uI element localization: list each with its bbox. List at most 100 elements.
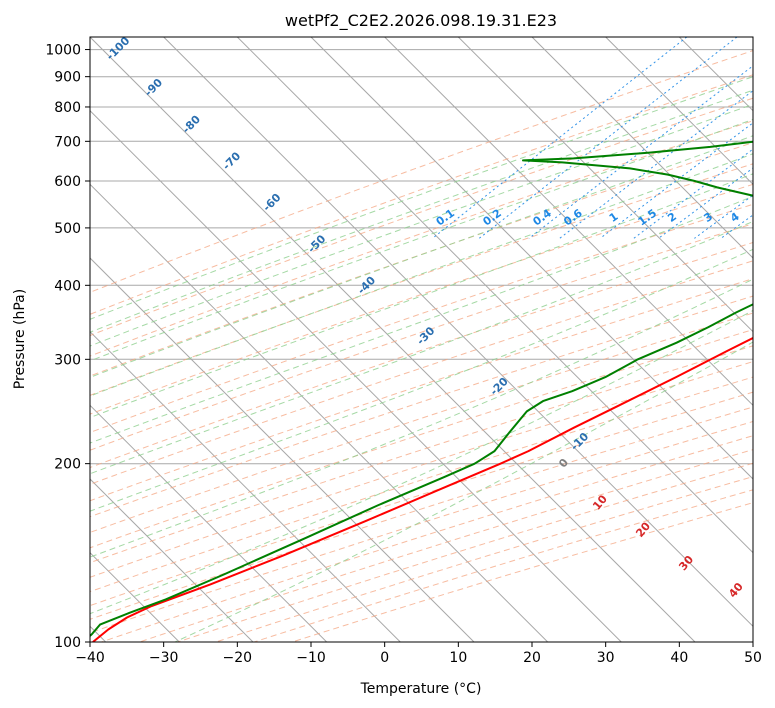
dry-adiabat-line bbox=[90, 345, 753, 564]
dry-adiabat-line bbox=[90, 329, 753, 549]
moist-adiabat-label: 20 bbox=[633, 519, 653, 539]
dewpoint-profile-line bbox=[90, 140, 753, 638]
y-tick-label: 400 bbox=[54, 278, 81, 294]
x-tick-label: 50 bbox=[744, 650, 762, 666]
moist-adiabat-line bbox=[90, 153, 753, 397]
isotherm-line bbox=[90, 330, 401, 642]
moist-adiabat-line bbox=[90, 135, 753, 378]
y-tick-label: 700 bbox=[54, 134, 81, 150]
dry-adiabat-line bbox=[90, 295, 753, 518]
isotherm-line bbox=[90, 257, 475, 642]
y-tick-label: 300 bbox=[54, 352, 81, 368]
x-tick-label: 10 bbox=[449, 650, 467, 666]
isotherm-line bbox=[90, 404, 328, 642]
dry-adiabat-line bbox=[90, 142, 753, 377]
dry-adiabat-label: -100 bbox=[104, 34, 133, 63]
moist-adiabat-line bbox=[90, 76, 753, 320]
moist-adiabat-line bbox=[90, 309, 753, 615]
mixing-ratio-label: 0.1 bbox=[434, 207, 457, 229]
moist-adiabat-line bbox=[90, 173, 753, 419]
mixing-ratio-line bbox=[432, 37, 688, 239]
isotherm-line bbox=[457, 37, 753, 333]
x-axis-label: Temperature (°C) bbox=[360, 681, 482, 697]
moist-adiabat-label: 0 bbox=[556, 456, 571, 470]
y-tick-label: 500 bbox=[54, 221, 81, 237]
isotherm-line bbox=[163, 37, 753, 628]
x-tick-label: −30 bbox=[149, 650, 179, 666]
dry-adiabat-line bbox=[90, 120, 753, 357]
x-tick-label: 0 bbox=[380, 650, 389, 666]
moist-adiabat-line bbox=[90, 103, 753, 347]
dry-adiabat-line bbox=[292, 502, 753, 642]
mixing-ratio-label: 0.4 bbox=[530, 206, 554, 228]
profile-lines bbox=[90, 140, 753, 642]
mixing-ratio-label: 1.5 bbox=[636, 207, 659, 229]
mixing-ratio-label: 2 bbox=[665, 210, 679, 225]
temperature-profile-line bbox=[92, 336, 753, 642]
mixing-ratio-line bbox=[720, 214, 753, 239]
mixing-ratio-line bbox=[760, 37, 775, 238]
x-tick-label: −40 bbox=[75, 650, 105, 666]
isotherm-line bbox=[384, 37, 753, 407]
dry-adiabat-line bbox=[101, 435, 753, 642]
isotherm-line bbox=[752, 37, 753, 38]
plot-frame bbox=[89, 36, 754, 643]
chart-title: wetPf2_C2E2.2026.098.19.31.E23 bbox=[285, 11, 557, 31]
dry-adiabat-line bbox=[90, 361, 753, 578]
y-tick-label: 100 bbox=[54, 635, 81, 651]
dry-adiabat-line bbox=[139, 449, 753, 642]
dry-adiabat-label: -80 bbox=[180, 113, 203, 136]
mixing-ratio-line bbox=[599, 122, 753, 239]
isotherm-line bbox=[531, 37, 753, 259]
moist-adiabat-label: 10 bbox=[590, 492, 610, 512]
dry-adiabat-line bbox=[90, 241, 753, 469]
moist-adiabat-line bbox=[90, 195, 753, 444]
dry-adiabat-line bbox=[90, 391, 753, 607]
isotherm-line bbox=[90, 478, 254, 642]
dry-adiabat-label: -70 bbox=[220, 149, 243, 172]
dry-adiabat-line bbox=[90, 203, 753, 433]
y-axis-label: Pressure (hPa) bbox=[12, 289, 28, 389]
dry-adiabat-line bbox=[90, 50, 753, 293]
y-tick-label: 600 bbox=[54, 174, 81, 190]
dry-adiabat-line bbox=[177, 462, 753, 642]
x-tick-label: −10 bbox=[296, 650, 326, 666]
mixing-ratio-label: 6 bbox=[767, 210, 775, 225]
x-tick-label: −20 bbox=[223, 650, 253, 666]
x-tick-label: 40 bbox=[670, 650, 688, 666]
y-tick-label: 1000 bbox=[45, 43, 81, 59]
dry-adiabat-line bbox=[90, 74, 753, 315]
moist-adiabat-label: 40 bbox=[726, 580, 746, 600]
dry-adiabat-label: -90 bbox=[142, 76, 165, 99]
isotherm-line bbox=[310, 37, 753, 480]
dry-adiabat-line bbox=[90, 376, 753, 593]
y-tick-label: 800 bbox=[54, 100, 81, 116]
dry-adiabat-line bbox=[215, 476, 753, 642]
isotherm-line bbox=[678, 37, 753, 112]
isotherm-line bbox=[90, 109, 622, 642]
mixing-ratio-label: 0.6 bbox=[561, 206, 585, 228]
dry-adiabat-line bbox=[90, 260, 753, 485]
dry-adiabat-line bbox=[90, 223, 753, 451]
mixing-ratio-line bbox=[658, 167, 753, 239]
dry-adiabat-line bbox=[254, 489, 753, 642]
mixing-ratio-line bbox=[559, 90, 753, 239]
mixing-ratio-label: 4 bbox=[728, 210, 742, 225]
dry-adiabat-line bbox=[90, 183, 753, 415]
x-tick-label: 30 bbox=[597, 650, 615, 666]
moist-adiabat-line bbox=[90, 248, 753, 512]
moist-adiabat-line bbox=[90, 220, 753, 475]
dry-adiabat-line bbox=[90, 312, 753, 533]
background-grid bbox=[90, 37, 775, 642]
isotherm-line bbox=[236, 37, 753, 554]
dry-adiabat-label: -10 bbox=[568, 430, 591, 453]
moist-adiabat-label: 30 bbox=[676, 553, 696, 573]
dry-adiabat-line bbox=[90, 97, 753, 337]
isotherm-line bbox=[90, 37, 696, 642]
axes: −40 −30 −20 −10 0 10 20 30 40 5010020030040050060… bbox=[45, 43, 762, 666]
y-tick-label: 900 bbox=[54, 70, 81, 86]
isotherm-line bbox=[90, 183, 549, 642]
moist-adiabat-line bbox=[90, 278, 753, 558]
